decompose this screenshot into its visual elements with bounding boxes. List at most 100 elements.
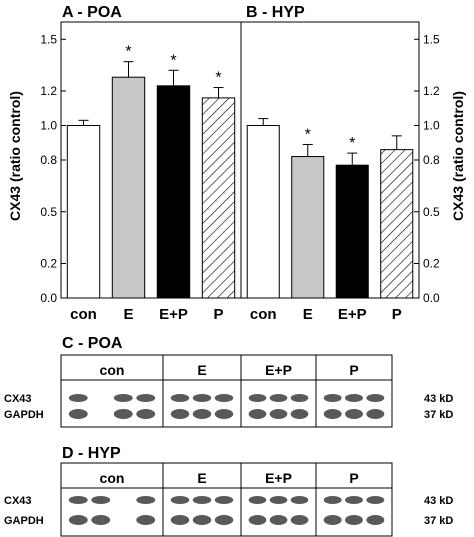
blot-band bbox=[136, 409, 156, 419]
blot-size-label: 37 kD bbox=[424, 515, 453, 527]
y-tick-label: 0.8 bbox=[40, 153, 57, 167]
blot-row-label: GAPDH bbox=[4, 409, 44, 421]
blot-group-label: P bbox=[349, 470, 358, 486]
bar-e-plus-p bbox=[335, 164, 369, 299]
blot-band bbox=[248, 496, 267, 504]
blot-group-label: E bbox=[197, 362, 206, 378]
bar-e bbox=[111, 76, 146, 299]
blot-band bbox=[136, 496, 156, 504]
blot-band bbox=[323, 515, 342, 525]
blot-frame bbox=[60, 354, 393, 428]
blot-band bbox=[345, 394, 363, 402]
y-tick-label: 0.2 bbox=[40, 257, 57, 271]
blot-band bbox=[323, 496, 342, 504]
blot-group-label: con bbox=[100, 470, 125, 486]
blot-band bbox=[345, 409, 363, 419]
bar-con bbox=[246, 125, 280, 299]
y-tick-label: 0.8 bbox=[423, 153, 440, 167]
bar-con bbox=[66, 125, 101, 299]
blot-band bbox=[366, 515, 385, 525]
bar-p bbox=[380, 149, 414, 299]
category-label: con bbox=[250, 306, 277, 323]
blot-band bbox=[290, 409, 309, 419]
y-tick-label: 0.0 bbox=[40, 291, 57, 305]
y-tick-label: 0.5 bbox=[40, 205, 57, 219]
significance-star: * bbox=[349, 135, 355, 152]
blot-band bbox=[366, 394, 385, 402]
y-tick-label: 1.2 bbox=[423, 84, 440, 98]
blot-row-label: CX43 bbox=[4, 495, 32, 507]
category-label: E+P bbox=[338, 306, 367, 323]
category-label: E bbox=[123, 306, 133, 323]
blot-title: D - HYP bbox=[62, 445, 121, 462]
blot-band bbox=[323, 409, 342, 419]
blot-group-label: P bbox=[349, 362, 358, 378]
blot-band bbox=[192, 515, 212, 525]
blot-band bbox=[136, 515, 156, 525]
blot-band bbox=[214, 409, 234, 419]
blot-band bbox=[214, 394, 234, 402]
y-tick-label: 0.0 bbox=[423, 291, 440, 305]
blot-band bbox=[345, 496, 363, 504]
y-tick-label: 1.0 bbox=[40, 119, 57, 133]
blot-band bbox=[269, 496, 288, 504]
blot-band bbox=[345, 515, 363, 525]
blot-panel-d: D - HYP con E E+P P CX43 43 kD GAPDH 37 kD bbox=[4, 445, 453, 537]
y-tick-label: 1.2 bbox=[40, 84, 57, 98]
blot-band bbox=[68, 394, 88, 402]
bar-e-plus-p bbox=[156, 85, 191, 299]
y-tick-label: 1.5 bbox=[40, 32, 57, 46]
category-label: P bbox=[392, 306, 402, 323]
blot-band bbox=[290, 394, 309, 402]
blot-group-label: E+P bbox=[265, 470, 292, 486]
blot-band bbox=[113, 394, 133, 402]
significance-star: * bbox=[170, 52, 176, 69]
blot-band bbox=[136, 394, 156, 402]
blot-band bbox=[248, 409, 267, 419]
blot-band bbox=[192, 409, 212, 419]
category-label: E+P bbox=[159, 306, 188, 323]
blot-band bbox=[269, 409, 288, 419]
category-label: E bbox=[303, 306, 313, 323]
blot-size-label: 43 kD bbox=[424, 495, 453, 507]
blot-group-label: con bbox=[100, 362, 125, 378]
blot-band bbox=[290, 515, 309, 525]
blot-band bbox=[248, 515, 267, 525]
blot-band bbox=[68, 515, 88, 525]
blot-row-label: GAPDH bbox=[4, 515, 44, 527]
blot-band bbox=[68, 496, 88, 504]
blot-group-label: E+P bbox=[265, 362, 292, 378]
blot-group-label: E bbox=[197, 470, 206, 486]
y-axis-label-left: CX43 (ratio control) bbox=[7, 91, 23, 221]
blot-band bbox=[269, 515, 288, 525]
blot-band bbox=[366, 496, 385, 504]
blot-panel-c: C - POA con E E+P P CX43 43 kD GAPDH 37 kD bbox=[4, 335, 453, 428]
blot-band bbox=[113, 409, 133, 419]
blot-band bbox=[269, 394, 288, 402]
blot-band bbox=[290, 496, 309, 504]
blot-size-label: 37 kD bbox=[424, 409, 453, 421]
blot-band bbox=[192, 496, 212, 504]
blot-band bbox=[68, 409, 88, 419]
blot-band bbox=[170, 409, 190, 419]
significance-star: * bbox=[305, 126, 311, 143]
bar-p bbox=[201, 97, 236, 299]
y-tick-label: 0.5 bbox=[423, 205, 440, 219]
chart-b: 0.0 0.2 0.5 0.8 1.0 1.2 1.5 con * E * E+P P bbox=[246, 32, 440, 323]
significance-star: * bbox=[125, 44, 131, 61]
blot-band bbox=[214, 515, 234, 525]
blot-band bbox=[323, 394, 342, 402]
y-axis-label-right: CX43 (ratio control) bbox=[450, 91, 466, 221]
panel-a-title: A - POA bbox=[62, 4, 122, 21]
blot-band bbox=[170, 515, 190, 525]
blot-row-label: CX43 bbox=[4, 393, 32, 405]
category-label: con bbox=[70, 306, 97, 323]
blot-band bbox=[366, 409, 385, 419]
blot-band bbox=[170, 496, 190, 504]
y-tick-label: 1.5 bbox=[423, 32, 440, 46]
category-label: P bbox=[213, 306, 223, 323]
blot-band bbox=[192, 394, 212, 402]
bar-e bbox=[291, 156, 325, 299]
blot-band bbox=[91, 515, 111, 525]
